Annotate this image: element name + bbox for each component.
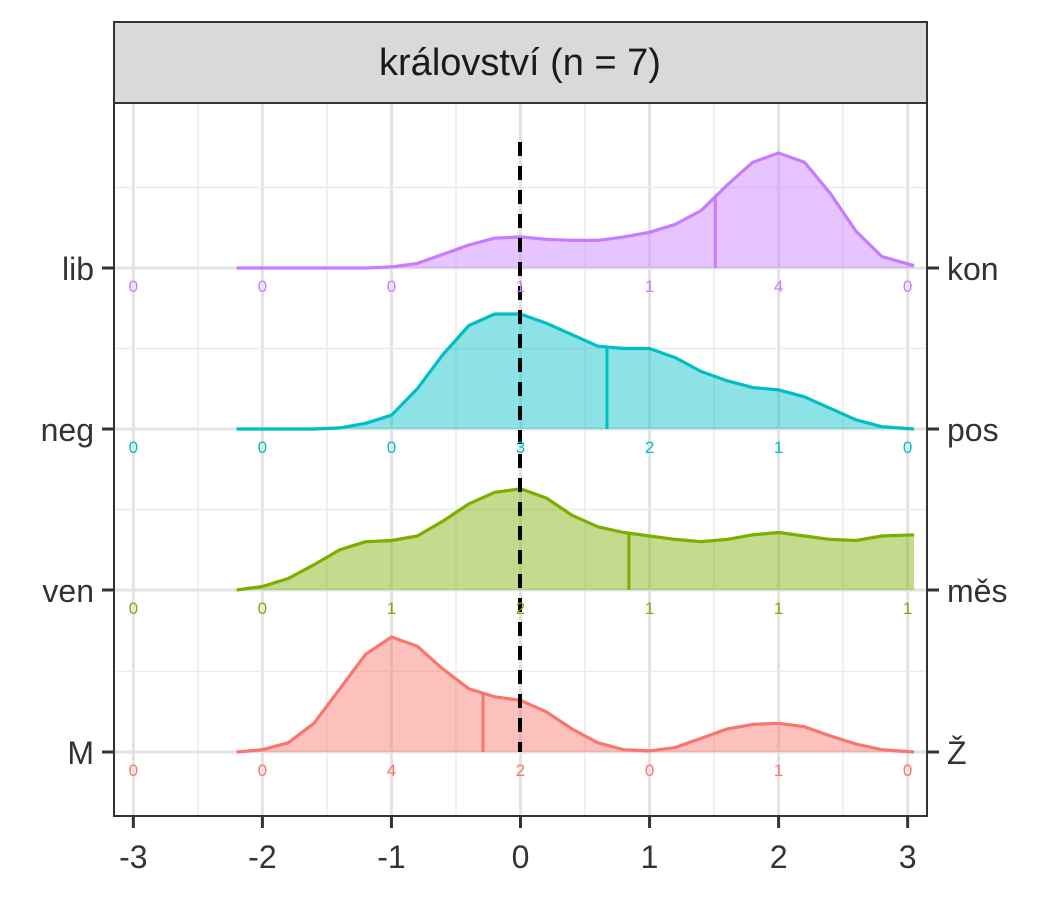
- left-axis-label: neg: [41, 412, 94, 448]
- count-label: 1: [774, 761, 783, 780]
- count-label: 0: [129, 277, 138, 296]
- density-line: [236, 635, 915, 754]
- density-area: [236, 488, 915, 590]
- chart-title: království (n = 7): [379, 42, 661, 84]
- count-label: 0: [129, 761, 138, 780]
- density-area: [236, 153, 915, 268]
- density-line: [236, 312, 915, 431]
- count-label: 1: [774, 438, 783, 457]
- count-label: 3: [516, 438, 525, 457]
- count-label: 0: [903, 761, 912, 780]
- x-axis-tick-label: -1: [377, 839, 405, 875]
- count-label: 0: [258, 277, 267, 296]
- count-label: 1: [645, 277, 654, 296]
- left-axis-label: lib: [62, 251, 94, 287]
- facet-strip: [113, 21, 928, 104]
- density-line: [236, 487, 915, 592]
- count-label: 1: [387, 599, 396, 618]
- left-axis-label: M: [67, 735, 94, 771]
- left-axis-label: ven: [42, 573, 94, 609]
- count-label: 2: [516, 761, 525, 780]
- count-label: 2: [516, 599, 525, 618]
- count-label: 1: [774, 599, 783, 618]
- right-axis-label: Ž: [947, 735, 967, 771]
- count-label: 0: [129, 599, 138, 618]
- x-axis-tick-label: 0: [512, 839, 530, 875]
- x-axis-tick-label: -2: [248, 839, 276, 875]
- count-label: 0: [129, 438, 138, 457]
- count-label: 0: [903, 438, 912, 457]
- x-axis-tick-label: 3: [899, 839, 917, 875]
- count-label: 4: [387, 761, 396, 780]
- count-label: 1: [645, 599, 654, 618]
- count-label: 0: [903, 277, 912, 296]
- count-label: 0: [258, 438, 267, 457]
- x-axis-tick-label: 1: [641, 839, 659, 875]
- density-line: [236, 151, 915, 270]
- density-area: [236, 637, 915, 752]
- count-label: 0: [645, 761, 654, 780]
- x-axis-tick-label: 2: [770, 839, 788, 875]
- count-label: 0: [258, 761, 267, 780]
- count-label: 4: [774, 277, 783, 296]
- count-label: 1: [903, 599, 912, 618]
- density-area: [236, 314, 915, 429]
- x-axis-tick-label: -3: [119, 839, 147, 875]
- count-label: 2: [645, 438, 654, 457]
- count-label: 1: [516, 277, 525, 296]
- count-labels: 0 0 4 2 0 1 0 0 0 1 2 1 1 1 0 0 0 3 2 1 0 0 0 0 1 1 4 0: [129, 277, 913, 780]
- right-axis-label: pos: [947, 412, 999, 448]
- right-axis-label: měs: [947, 573, 1007, 609]
- ridges: [236, 151, 915, 754]
- count-label: 0: [258, 599, 267, 618]
- count-label: 0: [387, 277, 396, 296]
- right-axis-label: kon: [947, 251, 999, 287]
- count-label: 0: [387, 438, 396, 457]
